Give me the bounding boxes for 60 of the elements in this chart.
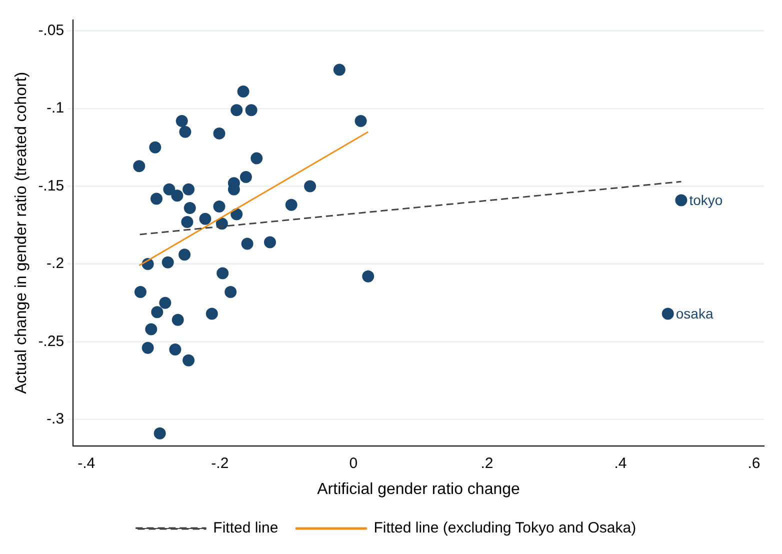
point: [333, 64, 346, 76]
point: [213, 200, 226, 212]
point: [237, 85, 250, 98]
point: [354, 115, 367, 128]
x-tick-label: .4: [614, 454, 627, 472]
point: [182, 183, 195, 196]
point: [182, 354, 195, 366]
point: [134, 286, 146, 298]
point: [213, 127, 226, 140]
x-tick-label: .2: [480, 454, 494, 472]
point: [154, 427, 166, 440]
point: [230, 208, 243, 220]
point: [285, 198, 298, 211]
x-tick-label: 0: [349, 454, 358, 472]
point: [176, 115, 188, 128]
y-tick-label: -.2: [46, 255, 64, 272]
y-tick-label: -.25: [38, 332, 64, 350]
y-tick-label: -.05: [38, 22, 64, 40]
point: [241, 238, 254, 250]
point: [216, 267, 229, 280]
annotation: osaka: [676, 306, 714, 322]
point: [172, 314, 184, 326]
point: [163, 183, 176, 196]
point: [230, 104, 243, 116]
y-tick-label: -.15: [38, 177, 64, 194]
point: [206, 308, 218, 320]
legend-label: Fitted line (excluding Tokyo and Osaka): [374, 520, 636, 537]
point: [181, 216, 194, 228]
point: [133, 160, 146, 172]
point: [224, 286, 237, 298]
y-axis-title: Actual change in gender ratio (treated cohort): [13, 72, 30, 394]
point: [145, 323, 158, 336]
point: [675, 194, 688, 206]
point: [171, 190, 184, 202]
x-axis-title: Artificial gender ratio change: [317, 480, 520, 498]
point: [151, 306, 164, 318]
y-tick-label: -.1: [46, 100, 64, 117]
legend-label: Fitted line: [213, 520, 278, 537]
point: [662, 308, 674, 320]
point: [150, 192, 162, 205]
point: [159, 296, 172, 309]
point: [245, 104, 258, 116]
point: [304, 180, 316, 192]
y-tick-label: -.3: [46, 410, 64, 428]
x-tick-label: -.4: [78, 454, 96, 472]
annotation: tokyo: [689, 192, 723, 208]
point: [142, 342, 154, 354]
point: [169, 343, 182, 356]
point: [240, 170, 252, 183]
point: [179, 126, 192, 138]
point: [362, 270, 374, 282]
x-tick-label: -.2: [211, 454, 229, 472]
point: [162, 256, 174, 268]
point: [250, 152, 263, 164]
point: [149, 141, 162, 154]
x-tick-label: .6: [748, 454, 760, 472]
point: [178, 248, 191, 261]
point: [184, 202, 196, 214]
point: [264, 236, 276, 248]
point: [199, 212, 212, 225]
